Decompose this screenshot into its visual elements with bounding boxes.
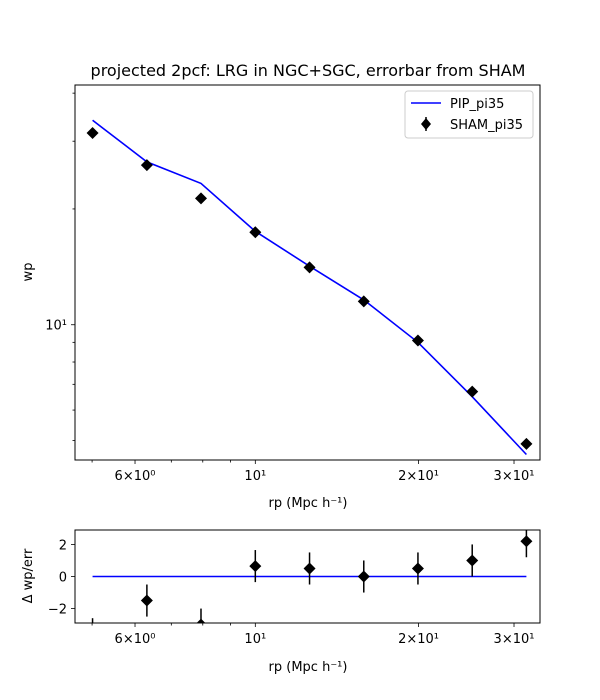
data-point-sham bbox=[140, 159, 153, 172]
legend-diamond-swatch bbox=[421, 118, 431, 130]
residual-point bbox=[303, 562, 316, 575]
y-tick-label: 0 bbox=[59, 571, 67, 586]
residual-point bbox=[196, 618, 206, 623]
data-point-sham bbox=[249, 226, 262, 239]
data-point-sham bbox=[194, 192, 207, 205]
x-tick-label: 6×10⁰ bbox=[115, 469, 156, 484]
residual-point bbox=[466, 554, 479, 567]
residual-point bbox=[411, 562, 424, 575]
y-tick-label: 10¹ bbox=[45, 319, 67, 334]
data-point-sham bbox=[86, 127, 99, 140]
main-title: projected 2pcf: LRG in NGC+SGC, errorbar… bbox=[91, 61, 526, 80]
main-panel: projected 2pcf: LRG in NGC+SGC, errorbar… bbox=[21, 61, 541, 511]
legend: PIP_pi35 SHAM_pi35 bbox=[404, 90, 534, 139]
main-ticks: 6×10⁰ 10¹ 2×10¹ 3×10¹ 10¹ bbox=[45, 92, 535, 484]
residual-panel: 6×10⁰ 10¹ 2×10¹ 3×10¹ 2 0 −2 rp (Mpc h⁻¹) Δ wp… bbox=[21, 529, 541, 675]
main-y-axis-label: wp bbox=[21, 263, 36, 282]
x-tick-label: 3×10¹ bbox=[494, 469, 535, 484]
data-point-sham bbox=[520, 437, 533, 450]
residual-point bbox=[249, 560, 262, 573]
residual-point bbox=[87, 628, 99, 640]
series-line-pip bbox=[92, 119, 527, 456]
x-tick-label: 2×10¹ bbox=[398, 469, 439, 484]
x-tick-label: 10¹ bbox=[244, 469, 266, 484]
residual-point bbox=[140, 594, 153, 607]
legend-label-pip: PIP_pi35 bbox=[450, 97, 504, 112]
legend-label-sham: SHAM_pi35 bbox=[450, 118, 523, 133]
x-tick-label: 10¹ bbox=[244, 632, 266, 647]
residual-point bbox=[520, 535, 533, 548]
main-plot-area bbox=[86, 119, 533, 456]
x-tick-label: 2×10¹ bbox=[398, 632, 439, 647]
data-point-sham bbox=[357, 295, 370, 308]
y-tick-label: −2 bbox=[48, 603, 67, 618]
y-tick-label: 2 bbox=[59, 538, 67, 553]
main-x-axis-label: rp (Mpc h⁻¹) bbox=[269, 496, 348, 511]
residual-y-axis-label: Δ wp/err bbox=[21, 548, 36, 603]
residual-plot-area bbox=[87, 530, 533, 640]
residual-point bbox=[357, 570, 370, 583]
main-axes-frame bbox=[74, 84, 541, 461]
x-tick-label: 3×10¹ bbox=[494, 632, 535, 647]
data-point-sham bbox=[411, 334, 424, 347]
data-point-sham bbox=[466, 385, 479, 398]
residual-ticks: 6×10⁰ 10¹ 2×10¹ 3×10¹ 2 0 −2 bbox=[48, 538, 535, 647]
residual-x-axis-label: rp (Mpc h⁻¹) bbox=[269, 660, 348, 675]
data-point-sham bbox=[303, 261, 316, 274]
x-tick-label: 6×10⁰ bbox=[115, 632, 156, 647]
